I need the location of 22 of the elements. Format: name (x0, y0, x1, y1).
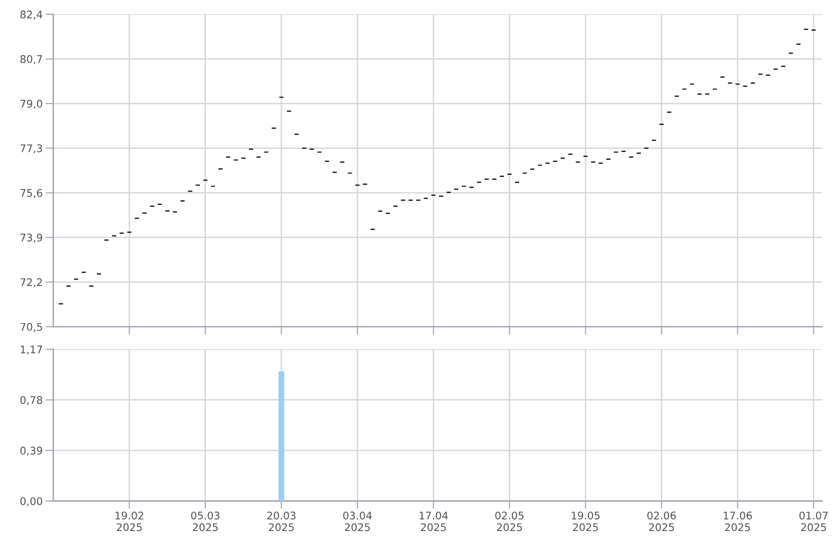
y-tick-label: 79,0 (20, 100, 42, 109)
y-tick-label: 75,6 (20, 189, 42, 198)
y-tick-label: 77,3 (20, 144, 42, 154)
x-tick-label: 05.03 2025 (191, 512, 220, 532)
x-tick-label: 01.07 2025 (799, 512, 828, 532)
x-tick-label: 20.03 2025 (267, 512, 296, 532)
y-tick-label: 80,7 (20, 55, 42, 64)
y-tick-label: 73,9 (20, 234, 42, 243)
y-tick-label: 1,17 (20, 346, 42, 354)
y-tick-label: 70,5 (20, 322, 42, 332)
x-tick-label: 03.04 2025 (343, 512, 372, 532)
y-tick-label: 0,00 (20, 497, 42, 506)
x-tick-label: 02.05 2025 (495, 512, 524, 532)
x-tick-label: 19.05 2025 (572, 512, 600, 532)
y-tick-label: 0,78 (20, 396, 42, 406)
x-tick-label: 17.04 2025 (420, 512, 448, 532)
y-tick-label: 82,4 (20, 10, 42, 20)
y-tick-label: 0,39 (20, 446, 42, 456)
x-tick-label: 02.06 2025 (647, 512, 676, 532)
x-tick-label: 19.02 2025 (116, 512, 144, 532)
x-tick-label: 17.06 2025 (724, 512, 752, 532)
y-tick-label: 72,2 (20, 278, 42, 288)
